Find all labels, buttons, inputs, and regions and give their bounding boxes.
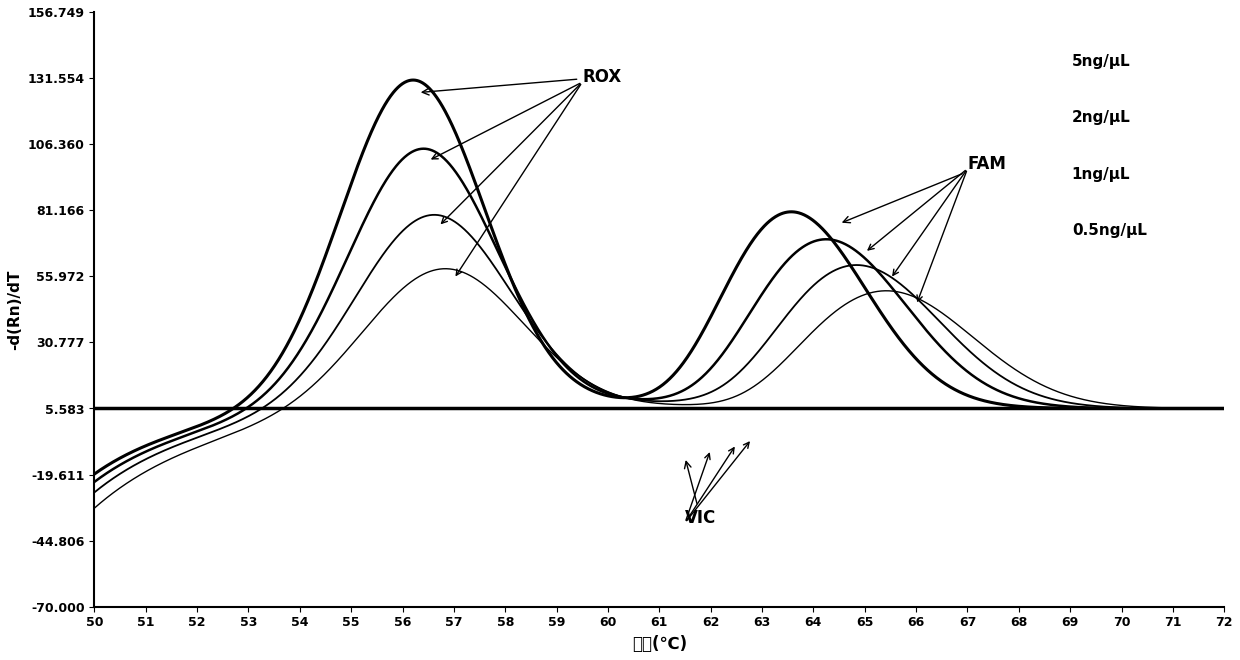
Text: VIC: VIC: [684, 461, 717, 527]
Text: 0.5ng/μL: 0.5ng/μL: [1071, 223, 1147, 238]
Text: 1ng/μL: 1ng/μL: [1071, 166, 1131, 182]
X-axis label: 温度(℃): 温度(℃): [631, 635, 687, 653]
Y-axis label: -d(Rn)/dT: -d(Rn)/dT: [7, 269, 22, 350]
Text: 2ng/μL: 2ng/μL: [1071, 110, 1131, 125]
Text: 5ng/μL: 5ng/μL: [1071, 53, 1131, 69]
Text: ROX: ROX: [423, 68, 621, 95]
Text: FAM: FAM: [843, 154, 1007, 222]
